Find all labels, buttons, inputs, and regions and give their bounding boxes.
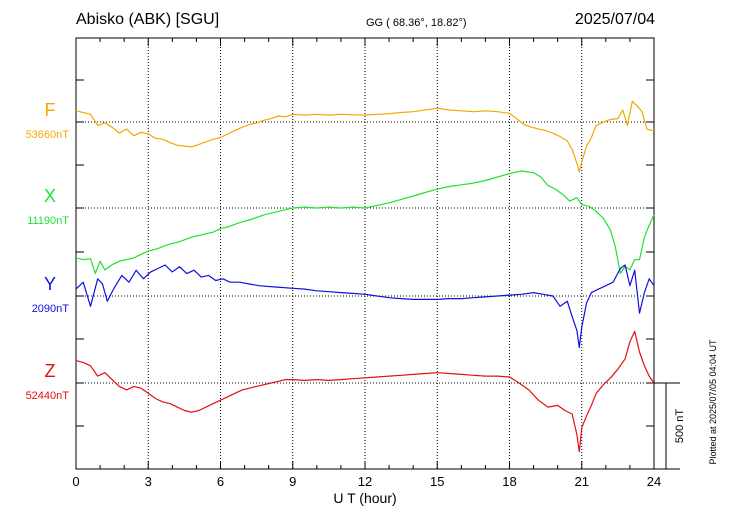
station-title: Abisko (ABK) [SGU] (76, 11, 219, 28)
series-baseline-y: 2090nT (32, 303, 70, 315)
plotted-timestamp: Plotted at 2025/07/05 04:04 UT (708, 339, 718, 465)
series-line-y (75, 264, 655, 349)
series-layer (75, 100, 655, 453)
series-baseline-f: 53660nT (26, 129, 70, 141)
x-axis-label: U T (hour) (333, 490, 396, 506)
series-baseline-z: 52440nT (26, 390, 70, 402)
scale-bar: 500 nT (654, 382, 686, 470)
x-tick-label: 21 (575, 474, 589, 489)
x-tick-label: 18 (502, 474, 516, 489)
axis-ticks (75, 37, 655, 470)
series-line-x (75, 170, 655, 274)
x-tick-label: 12 (358, 474, 372, 489)
series-name-x: X (44, 186, 56, 206)
station-coords: GG ( 68.36°, 18.82°) (366, 17, 467, 29)
x-tick-labels: 0 3 6 9 12 15 18 21 24 (72, 474, 661, 489)
series-name-f: F (45, 100, 56, 120)
grid (76, 38, 654, 469)
series-line-f (75, 100, 655, 173)
series-line-z (75, 330, 655, 453)
x-tick-label: 24 (647, 474, 661, 489)
x-tick-label: 15 (430, 474, 444, 489)
series-labels: F 53660nT X 11190nT Y 2090nT Z 52440nT (26, 100, 70, 402)
x-tick-label: 6 (217, 474, 224, 489)
x-tick-label: 3 (145, 474, 152, 489)
series-name-y: Y (44, 274, 56, 294)
chart-date: 2025/07/04 (575, 11, 655, 28)
series-baseline-x: 11190nT (27, 215, 69, 227)
scale-bar-label: 500 nT (674, 409, 686, 444)
x-tick-label: 0 (72, 474, 79, 489)
x-tick-label: 9 (289, 474, 296, 489)
series-name-z: Z (45, 361, 56, 381)
